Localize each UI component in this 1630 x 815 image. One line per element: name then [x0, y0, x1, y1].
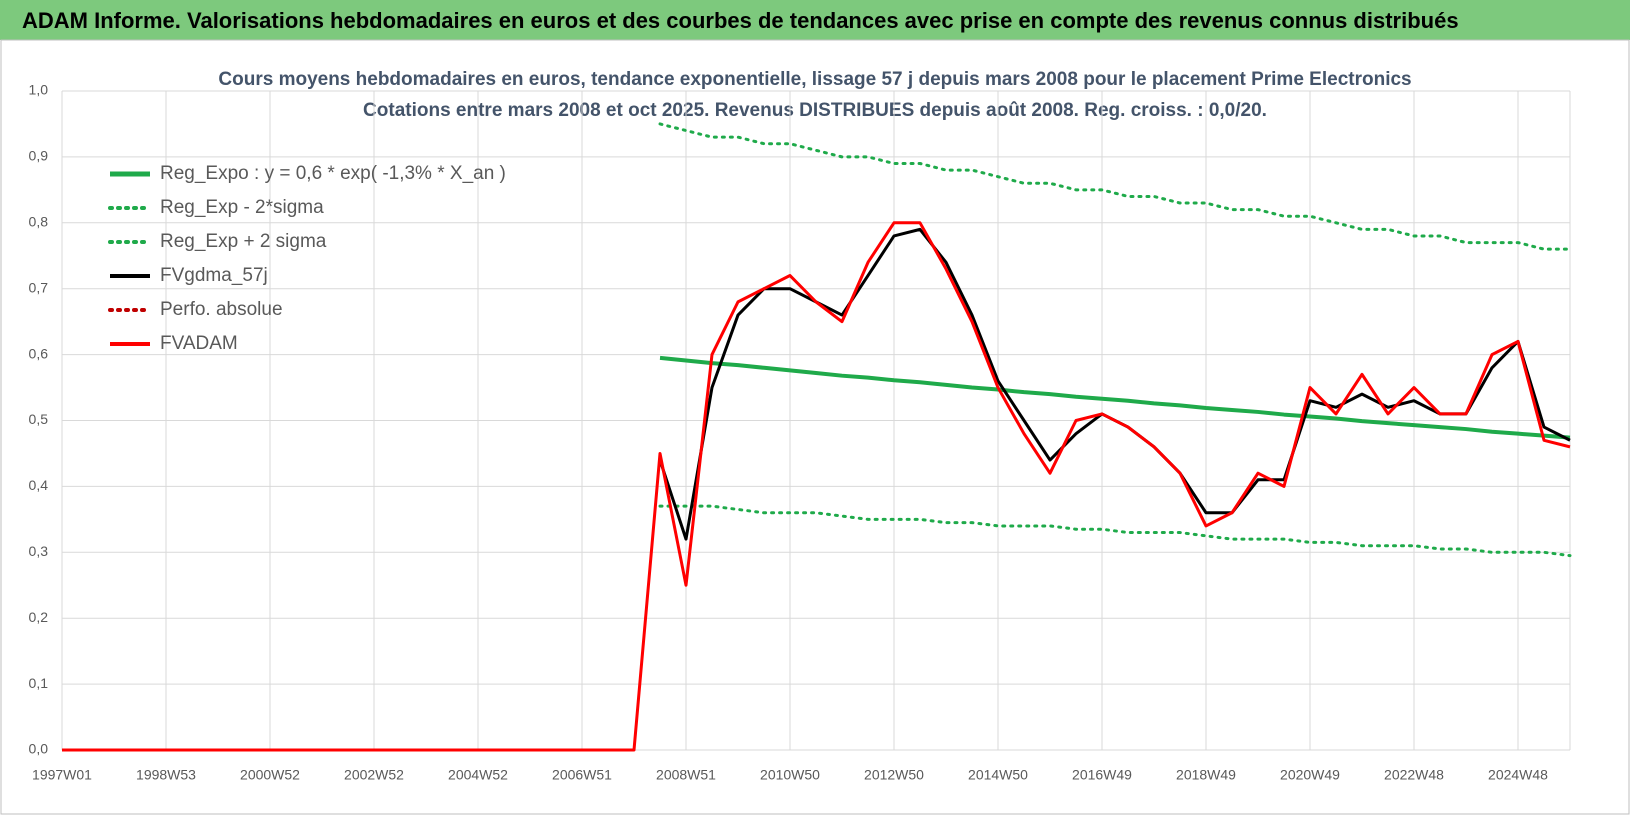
y-tick-label: 0,9 — [29, 148, 49, 164]
series-line — [659, 355, 1571, 440]
legend-label: Reg_Expo : y = 0,6 * exp( -1,3% * X_an ) — [160, 163, 506, 184]
x-tick-label: 2006W51 — [552, 767, 612, 783]
series-line — [658, 122, 1572, 251]
x-tick-label: 2010W50 — [760, 767, 820, 783]
series-line — [658, 227, 1571, 541]
y-tick-label: 0,4 — [29, 477, 49, 493]
y-tick-label: 0,5 — [29, 411, 49, 427]
y-tick-label: 1,0 — [29, 82, 49, 98]
x-tick-label: 2008W51 — [656, 767, 716, 783]
x-tick-label: 2014W50 — [968, 767, 1028, 783]
legend-label: Reg_Exp + 2 sigma — [160, 231, 327, 252]
y-tick-label: 0,6 — [29, 345, 49, 361]
chart-subtitle: Cotations entre mars 2008 et oct 2025. R… — [363, 100, 1267, 121]
banner — [0, 0, 1630, 40]
y-tick-label: 0,8 — [29, 214, 49, 230]
y-tick-label: 0,1 — [29, 675, 49, 691]
y-tick-label: 0,0 — [29, 741, 49, 757]
x-tick-label: 2016W49 — [1072, 767, 1132, 783]
x-tick-label: 2020W49 — [1280, 767, 1340, 783]
x-tick-label: 2012W50 — [864, 767, 924, 783]
chart-title: Cours moyens hebdomadaires en euros, ten… — [218, 69, 1411, 90]
x-tick-label: 2004W52 — [448, 767, 508, 783]
x-tick-label: 1998W53 — [136, 767, 196, 783]
y-tick-label: 0,3 — [29, 543, 49, 559]
y-tick-label: 0,7 — [29, 279, 49, 295]
legend-label: Reg_Exp - 2*sigma — [160, 197, 324, 218]
x-tick-label: 2002W52 — [344, 767, 404, 783]
series-line — [658, 504, 1572, 558]
x-tick-label: 2000W52 — [240, 767, 300, 783]
x-tick-label: 2018W49 — [1176, 767, 1236, 783]
series-line — [62, 221, 1571, 752]
legend-label: FVADAM — [160, 333, 238, 354]
legend-label: FVgdma_57j — [160, 265, 268, 286]
legend-label: Perfo. absolue — [160, 299, 283, 320]
y-tick-label: 0,2 — [29, 609, 49, 625]
x-tick-label: 1997W01 — [32, 767, 92, 783]
x-tick-label: 2024W48 — [1488, 767, 1548, 783]
x-tick-label: 2022W48 — [1384, 767, 1444, 783]
frame — [0, 39, 1630, 815]
banner-title: ADAM Informe. Valorisations hebdomadaire… — [22, 8, 1459, 33]
